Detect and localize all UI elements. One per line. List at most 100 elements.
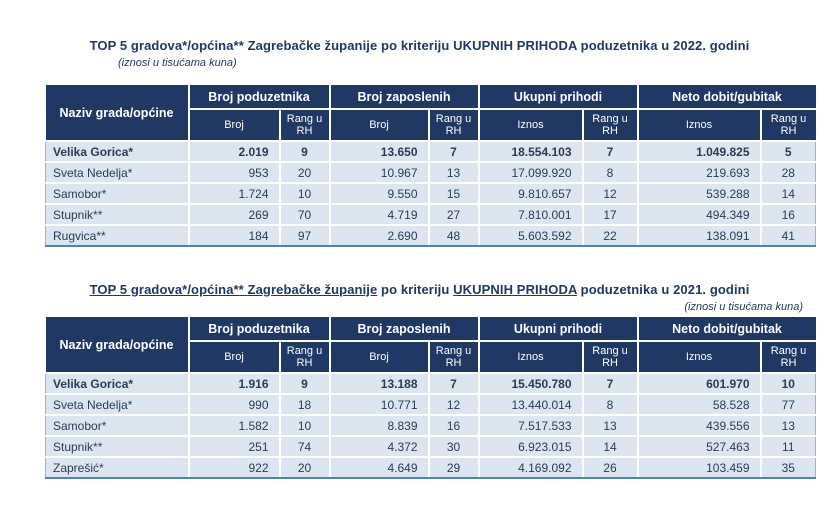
- rank-cell: 10: [279, 183, 331, 205]
- table-row: Sveta Nedelja* 990 18 10.771 12 13.440.014 8 58…: [45, 394, 817, 416]
- city-name-cell: Velika Gorica*: [45, 372, 190, 395]
- header-subcolumn-label: Rang u RH: [279, 109, 331, 141]
- rank-cell: 7: [428, 372, 480, 395]
- value-cell: 5.603.592: [478, 225, 584, 247]
- value-cell: 7.810.001: [478, 204, 584, 226]
- value-cell: 103.459: [637, 457, 762, 479]
- title-segment: UKUPNIH PRIHODA: [453, 282, 577, 297]
- rank-cell: 17: [582, 204, 639, 226]
- top5-table-2021: Naziv grada/općine Broj poduzetnika Broj z…: [45, 317, 817, 479]
- city-name-cell: Stupnik**: [45, 204, 190, 226]
- value-cell: 1.916: [188, 372, 281, 395]
- table-title-2022: TOP 5 gradova*/općina** Zagrebačke župan…: [0, 38, 839, 54]
- rank-cell: 14: [582, 436, 639, 458]
- rank-cell: 11: [760, 436, 817, 458]
- city-name-cell: Zaprešić*: [45, 457, 190, 479]
- header-subcolumn-label: Iznos: [478, 109, 584, 141]
- value-cell: 9.810.657: [478, 183, 584, 205]
- rank-cell: 8: [582, 162, 639, 184]
- header-group-label: Broj poduzetnika: [188, 85, 331, 110]
- rank-cell: 13: [760, 415, 817, 437]
- city-name-cell: Sveta Nedelja*: [45, 394, 190, 416]
- title-segment: TOP 5 gradova*/općina** Zagrebačke župan…: [89, 38, 750, 53]
- header-group-label: Broj zaposlenih: [329, 317, 480, 342]
- header-subcolumn-label: Iznos: [637, 341, 762, 373]
- city-name-cell: Sveta Nedelja*: [45, 162, 190, 184]
- rank-cell: 27: [428, 204, 480, 226]
- table-row: Zaprešić* 922 20 4.649 29 4.169.092 26 103.459 3…: [45, 457, 817, 479]
- header-subcolumn-label: Broj: [329, 109, 430, 141]
- value-cell: 15.450.780: [478, 372, 584, 395]
- value-cell: 1.582: [188, 415, 281, 437]
- rank-cell: 8: [582, 394, 639, 416]
- rank-cell: 14: [760, 183, 817, 205]
- value-cell: 8.839: [329, 415, 430, 437]
- value-cell: 13.650: [329, 140, 430, 163]
- value-cell: 6.923.015: [478, 436, 584, 458]
- header-group-label: Ukupni prihodi: [478, 317, 639, 342]
- table-body: Velika Gorica* 2.019 9 13.650 7 18.554.103 7 1.…: [45, 140, 817, 247]
- header-group-label: Neto dobit/gubitak: [637, 85, 816, 110]
- section-2022: TOP 5 gradova*/općina** Zagrebačke župan…: [0, 38, 839, 247]
- city-name-cell: Velika Gorica*: [45, 140, 190, 163]
- value-cell: 17.099.920: [478, 162, 584, 184]
- value-cell: 439.556: [637, 415, 762, 437]
- rank-cell: 30: [428, 436, 480, 458]
- rank-cell: 16: [428, 415, 480, 437]
- header-name-column: Naziv grada/općine: [45, 85, 190, 141]
- value-cell: 251: [188, 436, 281, 458]
- rank-cell: 77: [760, 394, 817, 416]
- rank-cell: 12: [582, 183, 639, 205]
- header-subcolumn-label: Iznos: [637, 109, 762, 141]
- rank-cell: 7: [582, 140, 639, 163]
- rank-cell: 28: [760, 162, 817, 184]
- value-cell: 13.440.014: [478, 394, 584, 416]
- title-segment: poduzetnika u 2021. godini: [576, 282, 750, 297]
- table-row: Stupnik** 251 74 4.372 30 6.923.015 14 527.463 1…: [45, 436, 817, 458]
- rank-cell: 9: [279, 372, 331, 395]
- rank-cell: 18: [279, 394, 331, 416]
- city-name-cell: Samobor*: [45, 183, 190, 205]
- header-subcolumn-label: Iznos: [478, 341, 584, 373]
- city-name-cell: Stupnik**: [45, 436, 190, 458]
- value-cell: 494.349: [637, 204, 762, 226]
- header-subcolumn-label: Rang u RH: [279, 341, 331, 373]
- header-subcolumn-label: Broj: [188, 341, 281, 373]
- section-2021: TOP 5 gradova*/općina** Zagrebačke župan…: [0, 282, 839, 479]
- value-cell: 953: [188, 162, 281, 184]
- value-cell: 601.970: [637, 372, 762, 395]
- table-row: Samobor* 1.582 10 8.839 16 7.517.533 13 439.556…: [45, 415, 817, 437]
- header-sub-row: Broj Rang u RH Broj Rang u RH Iznos Rang u RH…: [46, 341, 816, 373]
- value-cell: 990: [188, 394, 281, 416]
- table-header: Naziv grada/općine Broj poduzetnika Broj z…: [45, 317, 816, 373]
- rank-cell: 70: [279, 204, 331, 226]
- rank-cell: 5: [760, 140, 817, 163]
- header-subcolumn-label: Rang u RH: [428, 341, 480, 373]
- value-cell: 527.463: [637, 436, 762, 458]
- header-subcolumn-label: Rang u RH: [582, 341, 639, 373]
- value-cell: 9.550: [329, 183, 430, 205]
- rank-cell: 22: [582, 225, 639, 247]
- rank-cell: 10: [279, 415, 331, 437]
- header-subcolumn-label: Rang u RH: [428, 109, 480, 141]
- value-cell: 18.554.103: [478, 140, 584, 163]
- header-subcolumn-label: Rang u RH: [582, 109, 639, 141]
- title-segment: po kriteriju: [377, 282, 454, 297]
- value-cell: 138.091: [637, 225, 762, 247]
- top5-table-2022: Naziv grada/općine Broj poduzetnika Broj z…: [45, 85, 817, 247]
- value-cell: 2.019: [188, 140, 281, 163]
- table-subtitle-2021: (iznosi u tisućama kuna): [684, 301, 803, 313]
- value-cell: 269: [188, 204, 281, 226]
- table-row: Sveta Nedelja* 953 20 10.967 13 17.099.920 8 21…: [45, 162, 817, 184]
- value-cell: 184: [188, 225, 281, 247]
- table-row: Samobor* 1.724 10 9.550 15 9.810.657 12 539.288…: [45, 183, 817, 205]
- value-cell: 13.188: [329, 372, 430, 395]
- header-subcolumn-label: Rang u RH: [760, 109, 816, 141]
- rank-cell: 41: [760, 225, 817, 247]
- table-subtitle-2022: (iznosi u tisućama kuna): [118, 57, 237, 69]
- rank-cell: 13: [428, 162, 480, 184]
- table-row: Rugvica** 184 97 2.690 48 5.603.592 22 138.091 4…: [45, 225, 817, 247]
- rank-cell: 13: [582, 415, 639, 437]
- header-group-label: Broj zaposlenih: [329, 85, 480, 110]
- value-cell: 4.372: [329, 436, 430, 458]
